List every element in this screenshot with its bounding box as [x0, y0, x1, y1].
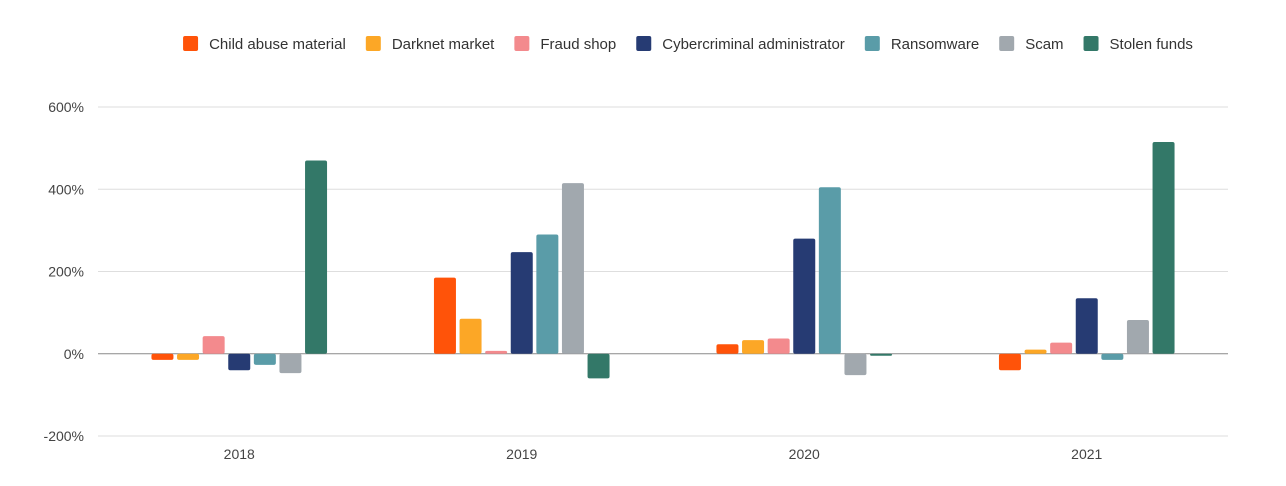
legend-swatch: [514, 36, 530, 51]
bar-child-abuse-material-2020: [716, 344, 739, 354]
x-tick-label: 2018: [224, 446, 255, 462]
legend-item-stolen-funds[interactable]: Stolen funds: [1083, 36, 1193, 53]
x-tick-label: 2020: [789, 446, 820, 462]
bar-child-abuse-material-2018: [151, 353, 174, 360]
bar-cybercriminal-administrator-2021: [1075, 298, 1098, 354]
legend-item-darknet-market[interactable]: Darknet market: [365, 36, 495, 53]
bar-scam-2019: [561, 183, 584, 354]
bar-stolen-funds-2018: [305, 160, 328, 354]
legend-swatch: [864, 36, 880, 51]
bar-stolen-funds-2021: [1152, 141, 1175, 354]
legend-swatch: [365, 36, 381, 51]
legend-item-ransomware[interactable]: Ransomware: [864, 36, 979, 53]
bar-ransomware-2019: [536, 234, 559, 354]
legend-label: Stolen funds: [1110, 36, 1193, 53]
bar-cybercriminal-administrator-2018: [228, 353, 251, 371]
bar-darknet-market-2020: [742, 340, 765, 354]
legend-label: Ransomware: [891, 36, 979, 53]
x-tick-label: 2019: [506, 446, 537, 462]
y-tick-label: -200%: [44, 428, 84, 444]
legend-item-child-abuse-material[interactable]: Child abuse material: [183, 36, 346, 53]
bar-fraud-shop-2020: [767, 338, 790, 354]
bar-child-abuse-material-2019: [433, 277, 456, 354]
legend-item-fraud-shop[interactable]: Fraud shop: [514, 36, 616, 53]
legend-label: Scam: [1025, 36, 1063, 53]
x-tick-label: 2021: [1071, 446, 1102, 462]
bar-ransomware-2021: [1101, 353, 1124, 360]
bar-scam-2021: [1126, 320, 1149, 354]
legend-swatch: [183, 36, 199, 51]
bar-cybercriminal-administrator-2019: [510, 252, 533, 354]
legend-label: Darknet market: [392, 36, 495, 53]
bar-stolen-funds-2019: [587, 353, 610, 379]
bars: [151, 141, 1175, 379]
y-axis: -200% 0% 200% 400% 600%: [44, 99, 84, 444]
legend: Child abuse material Darknet market Fraud …: [183, 36, 1193, 53]
legend-label: Fraud shop: [540, 36, 616, 53]
bar-fraud-shop-2018: [202, 336, 225, 354]
gridlines: [98, 106, 1228, 437]
bar-cybercriminal-administrator-2020: [793, 238, 816, 354]
bar-scam-2018: [279, 353, 302, 374]
bar-fraud-shop-2019: [485, 350, 508, 354]
bar-darknet-market-2019: [459, 318, 482, 354]
legend-swatch: [999, 36, 1015, 51]
bar-fraud-shop-2021: [1050, 342, 1073, 354]
y-tick-label: 600%: [48, 99, 84, 115]
y-tick-label: 0%: [64, 346, 84, 362]
bar-ransomware-2018: [253, 353, 276, 365]
x-axis: 2018 2019 2020 2021: [224, 446, 1103, 462]
legend-swatch: [636, 36, 652, 51]
legend-item-cybercriminal-administrator[interactable]: Cybercriminal administrator: [636, 36, 845, 53]
bar-ransomware-2020: [818, 187, 841, 354]
bar-child-abuse-material-2021: [998, 353, 1021, 371]
legend-label: Child abuse material: [209, 36, 346, 53]
bar-darknet-market-2021: [1024, 349, 1047, 354]
bar-darknet-market-2018: [177, 353, 200, 360]
legend-item-scam[interactable]: Scam: [999, 36, 1064, 53]
y-tick-label: 400%: [48, 181, 84, 197]
bar-stolen-funds-2020: [870, 353, 893, 356]
y-tick-label: 200%: [48, 264, 84, 280]
legend-label: Cybercriminal administrator: [662, 36, 845, 53]
bar-scam-2020: [844, 353, 867, 376]
legend-swatch: [1083, 36, 1099, 51]
